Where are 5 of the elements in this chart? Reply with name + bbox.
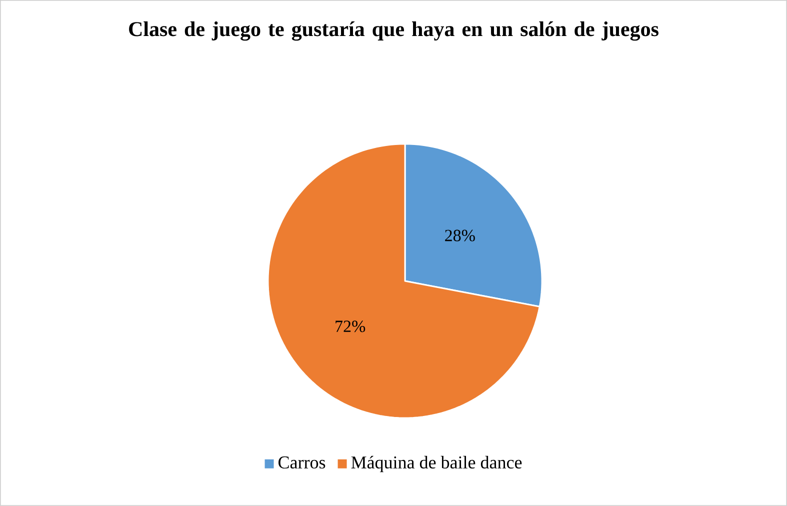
data-label: 72%: [336, 320, 366, 332]
legend-label: Carros: [278, 456, 326, 469]
data-label: 28%: [445, 230, 475, 242]
legend-label: Máquina de baile dance: [351, 456, 522, 472]
chart-title: Clase de juego te gustaría que haya en un salón de juegos: [129, 21, 658, 41]
